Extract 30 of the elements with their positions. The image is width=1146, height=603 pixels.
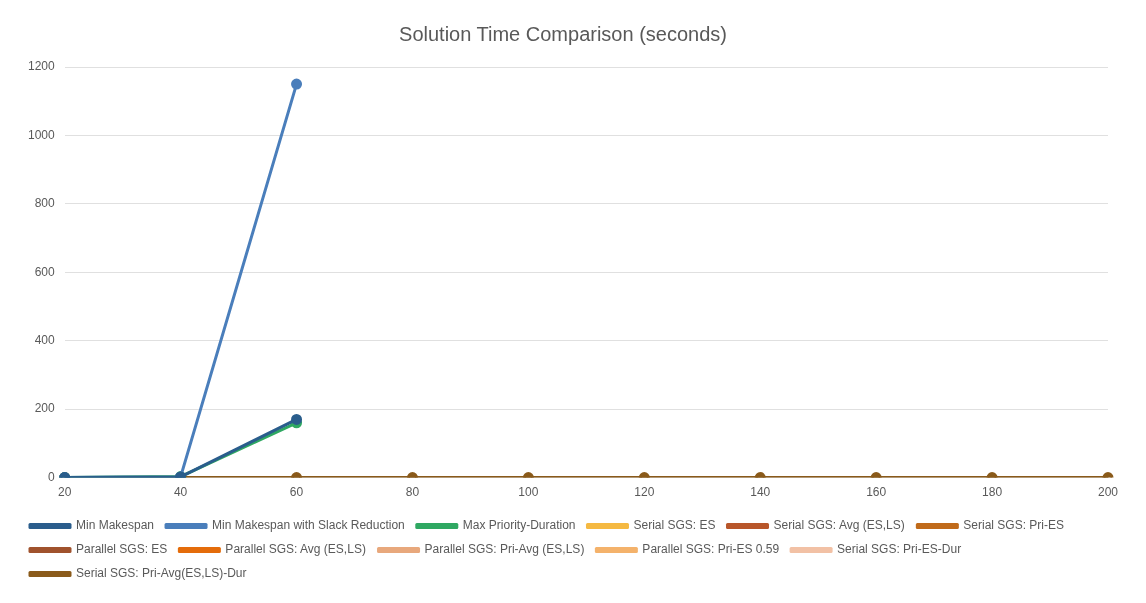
y-tick-label: 0: [48, 469, 56, 484]
y-tick-label: 800: [34, 196, 56, 211]
y-tick-label: 200: [34, 401, 56, 416]
legend-label: Parallel SGS: Avg (ES,LS): [225, 542, 366, 557]
x-tick-label: 180: [982, 485, 1003, 500]
x-tick-label: 140: [750, 485, 771, 500]
legend-label: Parallel SGS: ES: [76, 542, 168, 557]
x-tick-label: 20: [58, 485, 72, 500]
legend-label: Serial SGS: Pri-ES: [963, 518, 1065, 533]
x-tick-label: 40: [173, 485, 188, 500]
y-tick-label: 400: [34, 333, 56, 348]
y-tick-label: 1200: [27, 59, 56, 74]
legend-label: Serial SGS: ES: [633, 518, 716, 533]
legend-label: Min Makespan: [76, 518, 155, 533]
legend-label: Serial SGS: Pri-ES-Dur: [837, 542, 962, 557]
x-tick-label: 160: [866, 485, 887, 500]
y-tick-label: 1000: [27, 127, 56, 142]
legend-label: Serial SGS: Pri-Avg(ES,LS)-Dur: [76, 566, 247, 581]
legend-label: Parallel SGS: Pri-Avg (ES,LS): [424, 542, 585, 557]
legend-label: Max Priority-Duration: [462, 518, 576, 533]
x-tick-label: 120: [634, 485, 655, 500]
y-tick-label: 600: [34, 264, 56, 279]
legend-label: Parallel SGS: Pri-ES 0.59: [642, 542, 780, 557]
x-tick-label: 60: [289, 485, 304, 500]
x-tick-label: 100: [518, 485, 539, 500]
legend-label: Serial SGS: Avg (ES,LS): [773, 518, 905, 533]
x-tick-label: 80: [405, 485, 420, 500]
x-tick-label: 200: [1097, 485, 1119, 500]
legend-label: Min Makespan with Slack Reduction: [212, 518, 405, 533]
chart-title: Solution Time Comparison (seconds): [399, 22, 727, 45]
